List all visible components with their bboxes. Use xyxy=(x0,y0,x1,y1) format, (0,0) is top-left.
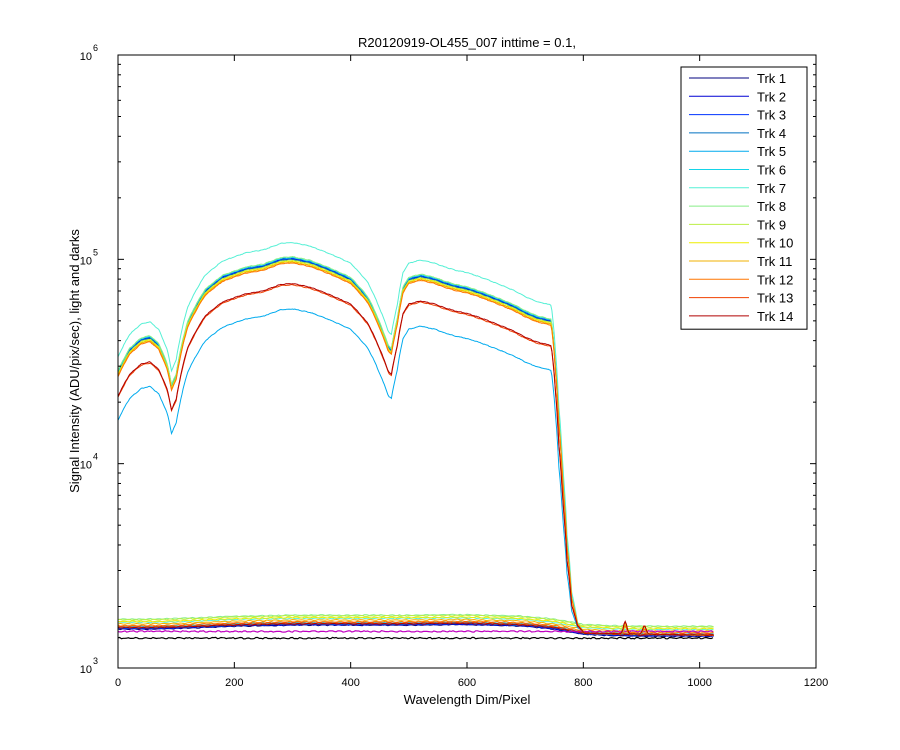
chart-title: R20120919-OL455_007 inttime = 0.1, xyxy=(358,35,576,50)
x-tick-label: 0 xyxy=(115,677,121,689)
x-tick-label: 400 xyxy=(341,677,359,689)
dark-line xyxy=(118,617,714,631)
dark-line xyxy=(118,630,714,633)
dark-line xyxy=(118,613,714,628)
series-line xyxy=(118,283,714,637)
dark-line xyxy=(118,620,714,634)
x-axis-label: Wavelength Dim/Pixel xyxy=(404,692,531,707)
legend-label: Trk 13 xyxy=(757,291,793,306)
x-tick-label: 1200 xyxy=(804,677,828,689)
legend-label: Trk 6 xyxy=(757,163,786,178)
legend-label: Trk 7 xyxy=(757,181,786,196)
x-tick-label: 1000 xyxy=(687,677,711,689)
x-tick-label: 600 xyxy=(458,677,476,689)
legend-label: Trk 1 xyxy=(757,71,786,86)
y-axis-label: Signal Intensity (ADU/pix/sec), light an… xyxy=(67,229,82,493)
legend-label: Trk 9 xyxy=(757,217,786,232)
legend-label: Trk 2 xyxy=(757,89,786,104)
legend-label: Trk 10 xyxy=(757,236,793,251)
legend-label: Trk 3 xyxy=(757,108,786,123)
lit-lines xyxy=(118,242,714,637)
dark-line xyxy=(118,636,714,640)
dark-line xyxy=(118,614,714,629)
dark-line xyxy=(118,622,714,636)
legend-label: Trk 5 xyxy=(757,144,786,159)
legend-label: Trk 4 xyxy=(757,126,786,141)
legend-label: Trk 14 xyxy=(757,309,793,324)
legend-label: Trk 8 xyxy=(757,199,786,214)
legend-box xyxy=(680,66,808,330)
legend-label: Trk 12 xyxy=(757,272,793,287)
legend-label: Trk 11 xyxy=(757,254,792,269)
dark-lines xyxy=(118,613,714,640)
dark-line xyxy=(118,618,714,633)
dark-line xyxy=(118,616,714,630)
x-tick-label: 800 xyxy=(574,677,592,689)
x-tick-label: 200 xyxy=(225,677,243,689)
legend: Trk 1 Trk 2 Trk 3 Trk 4 Trk 5 Trk 6 Trk 7 Trk 8… xyxy=(680,66,808,330)
